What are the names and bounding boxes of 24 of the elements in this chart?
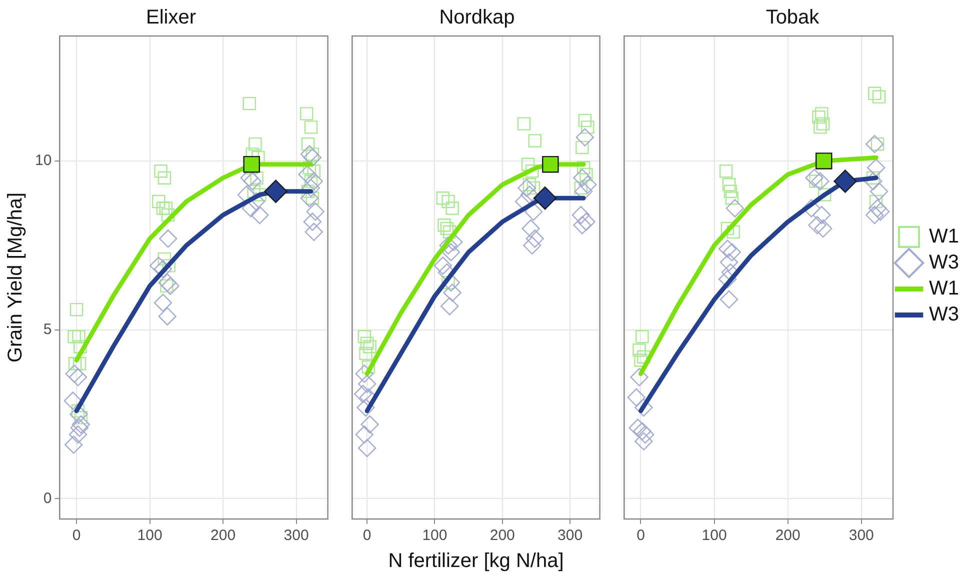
y-tick-label: 10	[34, 152, 52, 170]
y-tick-label: 0	[43, 490, 52, 507]
legend-label: W1	[929, 226, 959, 248]
x-tick-label: 200	[775, 527, 800, 544]
x-tick-label: 0	[72, 527, 81, 544]
x-tick-label: 200	[210, 527, 236, 544]
legend-label: W3	[929, 304, 959, 326]
x-tick-label: 0	[362, 527, 372, 544]
y-tick-label: 5	[43, 320, 52, 338]
x-tick-label: 300	[558, 527, 583, 544]
x-tick-label: 300	[848, 527, 874, 544]
x-tick-label: 100	[702, 527, 727, 544]
x-tick-label: 100	[137, 527, 162, 544]
y-axis-title: Grain Yield [Mg/ha]	[4, 192, 27, 363]
legend-label: W3	[929, 252, 959, 274]
legend-label: W1	[929, 278, 959, 300]
x-axis-title: N fertilizer [kg N/ha]	[387, 549, 565, 574]
x-tick-label: 0	[636, 527, 645, 544]
chart-title: Nordkap	[439, 6, 515, 29]
x-tick-label: 200	[490, 527, 515, 544]
x-tick-label: 100	[422, 527, 448, 544]
x-tick-label: 300	[284, 527, 309, 544]
chart-title: Elixer	[146, 6, 196, 29]
chart-title: Tobak	[766, 6, 820, 29]
